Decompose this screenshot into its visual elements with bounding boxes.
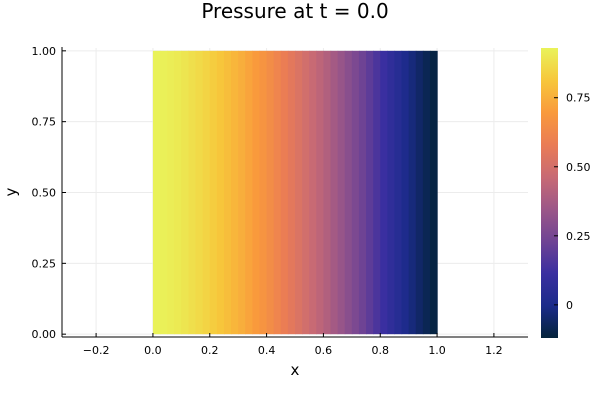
heatmap-cell <box>302 50 310 335</box>
heatmap-cell <box>373 50 381 335</box>
heatmap-cell <box>202 50 211 335</box>
y-tick-label: 0.75 <box>32 116 57 129</box>
y-axis-label: y <box>2 187 20 196</box>
heatmap-cell <box>337 50 346 335</box>
heatmap-cell <box>238 50 246 335</box>
heatmap-cell <box>216 50 225 335</box>
heatmap-cell <box>223 50 232 335</box>
heatmap-cell <box>309 50 317 335</box>
x-tick-label: −0.2 <box>83 344 110 357</box>
heatmap-cell <box>188 50 197 335</box>
heatmap-cell <box>209 50 218 335</box>
heatmap-cell <box>174 50 182 335</box>
heatmap-cell <box>366 50 374 335</box>
x-tick-label: 0.8 <box>371 344 389 357</box>
x-tick-label: 0.4 <box>258 344 276 357</box>
heatmap-cell <box>429 50 438 335</box>
y-tick-label: 0.00 <box>32 328 57 341</box>
heatmap-cell <box>351 50 360 335</box>
x-ticks: −0.2 0.0 0.2 0.4 0.6 0.8 1.0 1.2 <box>83 333 503 357</box>
heatmap-cell <box>167 50 175 335</box>
heatmap-cell <box>259 50 268 335</box>
heatmap-cell <box>252 50 261 335</box>
heatmap-cell <box>422 50 431 335</box>
heatmap-cell <box>344 50 353 335</box>
x-tick-label: 1.0 <box>428 344 446 357</box>
heatmap-cells <box>152 50 438 335</box>
heatmap-cell <box>394 50 403 335</box>
heatmap-cell <box>330 50 339 335</box>
heatmap-cell <box>231 50 239 335</box>
heatmap-cell <box>323 50 332 335</box>
x-tick-label: 0.0 <box>144 344 162 357</box>
colorbar-tick-label: 0.75 <box>566 92 591 105</box>
heatmap-cell <box>380 50 388 335</box>
x-tick-label: 0.2 <box>201 344 219 357</box>
heatmap-cell <box>401 50 410 335</box>
heatmap-cell <box>408 50 417 335</box>
heatmap-cell <box>295 50 303 335</box>
x-tick-label: 0.6 <box>315 344 333 357</box>
heatmap-cell <box>160 50 168 335</box>
heatmap-cell <box>181 50 190 335</box>
colorbar <box>541 48 558 338</box>
heatmap-cell <box>266 50 275 335</box>
colorbar-tick-label: 0.25 <box>566 230 591 243</box>
colorbar-tick-label: 0 <box>566 299 573 312</box>
y-tick-label: 1.00 <box>32 45 57 58</box>
heatmap-cell <box>316 50 325 335</box>
heatmap-cell <box>387 50 396 335</box>
heatmap-cell <box>273 50 282 335</box>
heatmap-cell <box>195 50 204 335</box>
colorbar-tick-label: 0.50 <box>566 161 591 174</box>
colorbar-ticks: 0 0.25 0.50 0.75 <box>554 92 591 312</box>
chart-title: Pressure at t = 0.0 <box>201 0 388 23</box>
heatmap-cell <box>415 50 424 335</box>
heatmap-cell <box>280 50 289 335</box>
heatmap-cell <box>245 50 253 335</box>
y-tick-label: 0.25 <box>32 257 57 270</box>
heatmap-cell <box>358 50 367 335</box>
y-tick-label: 0.50 <box>32 187 57 200</box>
heatmap-cell <box>152 50 161 335</box>
x-axis-label: x <box>291 361 300 379</box>
heatmap-cell <box>287 50 296 335</box>
y-ticks: 0.00 0.25 0.50 0.75 1.00 <box>32 45 66 341</box>
x-tick-label: 1.2 <box>485 344 503 357</box>
